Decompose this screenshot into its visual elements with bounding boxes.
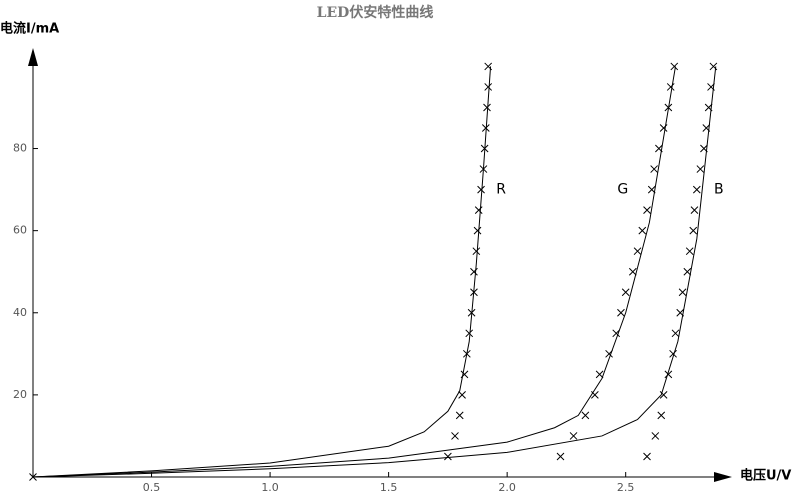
data-point xyxy=(483,103,491,112)
data-point xyxy=(467,308,476,317)
x-tick-label: 1.0 xyxy=(261,481,279,494)
data-point xyxy=(444,452,452,461)
data-point xyxy=(621,288,630,297)
data-point xyxy=(605,349,613,358)
data-point xyxy=(664,370,673,379)
series-label: R xyxy=(496,182,506,198)
data-point xyxy=(473,226,482,235)
data-point xyxy=(659,124,668,132)
y-tick-label: 60 xyxy=(13,224,27,237)
x-tick-label: 2.5 xyxy=(617,481,635,494)
x-arrow xyxy=(714,472,732,482)
data-point xyxy=(481,124,490,132)
fit-curve xyxy=(32,66,492,478)
data-point xyxy=(29,473,37,481)
data-point xyxy=(484,62,493,71)
y-arrow xyxy=(28,48,38,66)
data-point xyxy=(647,185,656,194)
data-point xyxy=(612,329,621,338)
data-point xyxy=(556,452,565,461)
y-axis-label: 电流I/mA xyxy=(0,21,59,37)
data-point xyxy=(628,267,637,276)
data-point xyxy=(651,432,660,440)
data-point xyxy=(689,226,698,235)
data-point xyxy=(692,185,701,194)
fit-curve xyxy=(32,66,676,478)
data-point xyxy=(470,267,478,276)
data-point xyxy=(657,411,666,420)
series-label: B xyxy=(714,182,724,198)
y-tick-label: 20 xyxy=(13,388,27,401)
data-point xyxy=(484,83,493,91)
data-point xyxy=(591,391,599,399)
data-point xyxy=(633,247,642,256)
data-point xyxy=(650,165,658,173)
data-point xyxy=(664,103,673,112)
data-point xyxy=(696,165,705,173)
data-point xyxy=(477,185,485,194)
data-point xyxy=(685,247,694,256)
data-point xyxy=(581,411,590,420)
chart-title: LED伏安特性曲线 xyxy=(317,4,434,21)
data-point xyxy=(709,62,718,71)
data-point xyxy=(707,83,715,91)
data-point xyxy=(671,329,680,338)
data-point xyxy=(655,144,663,153)
data-point xyxy=(465,329,474,338)
data-point xyxy=(460,370,469,379)
data-point xyxy=(617,308,625,317)
data-point xyxy=(666,83,675,91)
data-point xyxy=(569,432,578,440)
x-tick-label: 0.5 xyxy=(143,481,161,494)
data-point xyxy=(451,432,459,440)
y-tick-label: 80 xyxy=(13,142,27,155)
data-point xyxy=(659,391,668,399)
data-point xyxy=(690,206,699,214)
data-point xyxy=(676,308,685,317)
data-point xyxy=(702,124,711,132)
data-point xyxy=(669,349,677,358)
data-point xyxy=(470,288,478,297)
data-point xyxy=(643,206,651,214)
data-point xyxy=(700,144,708,153)
data-point xyxy=(638,226,647,235)
x-tick-label: 2.0 xyxy=(498,481,516,494)
data-point xyxy=(479,165,488,173)
data-point xyxy=(704,103,713,112)
y-tick-label: 40 xyxy=(13,306,27,319)
x-axis-label: 电压U/V xyxy=(740,468,791,484)
data-point xyxy=(643,452,651,461)
data-point xyxy=(462,349,471,358)
x-tick-label: 1.5 xyxy=(380,481,398,494)
data-point xyxy=(670,62,679,71)
data-point xyxy=(474,206,483,214)
data-point xyxy=(480,144,489,153)
data-point xyxy=(678,288,687,297)
data-point xyxy=(472,247,481,256)
data-point xyxy=(455,411,464,420)
data-point xyxy=(595,370,604,379)
data-point xyxy=(458,391,466,399)
series-label: G xyxy=(617,182,628,198)
data-point xyxy=(683,267,692,276)
fit-curve xyxy=(32,66,717,478)
